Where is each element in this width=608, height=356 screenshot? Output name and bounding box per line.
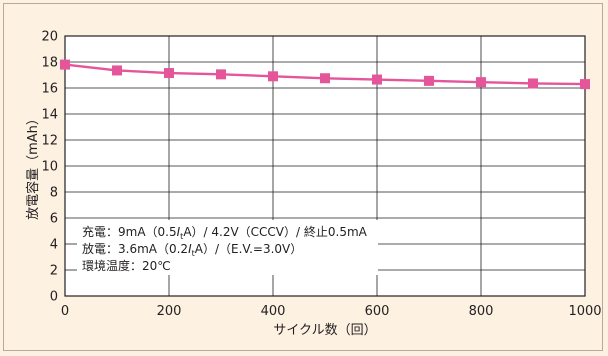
data-point <box>60 59 70 70</box>
y-tick-label: 16 <box>41 82 58 97</box>
y-tick-label: 0 <box>50 290 58 305</box>
data-point <box>476 77 486 88</box>
data-point <box>112 65 122 76</box>
y-tick-label: 20 <box>41 30 58 45</box>
y-tick-label: 14 <box>41 108 58 123</box>
data-point <box>216 69 226 80</box>
y-tick-label: 12 <box>41 134 58 149</box>
x-tick-label: 800 <box>469 304 494 319</box>
annotation-charge: 充電：9mA（0.5ItA）/ 4.2V（CCCV）/ 終止0.5mA <box>82 224 368 241</box>
annotation-temperature: 環境温度：20℃ <box>82 258 171 273</box>
y-tick-label: 4 <box>50 238 58 253</box>
y-tick-label: 10 <box>41 160 58 175</box>
x-tick-label: 0 <box>61 304 69 319</box>
annotation-box: 充電：9mA（0.5ItA）/ 4.2V（CCCV）/ 終止0.5mA 放電：3… <box>77 220 378 275</box>
data-point <box>424 75 434 86</box>
data-point <box>268 71 278 82</box>
annotation-background <box>77 220 378 275</box>
y-tick-label: 8 <box>50 186 58 201</box>
x-tick-label: 200 <box>157 304 182 319</box>
y-axis-title: 放電容量（mAh） <box>25 112 41 220</box>
x-tick-label: 400 <box>261 304 286 319</box>
data-point <box>580 79 590 90</box>
x-tick-labels: 0 200 400 600 800 1000 <box>61 304 602 319</box>
y-tick-label: 6 <box>50 212 58 227</box>
data-point <box>320 73 330 84</box>
series-layer <box>60 59 590 90</box>
y-tick-label: 2 <box>50 264 58 279</box>
y-tick-label: 18 <box>41 56 58 71</box>
data-point <box>528 78 538 89</box>
data-point <box>164 68 174 79</box>
y-tick-labels: 0 2 4 6 8 10 12 14 16 18 20 <box>41 30 58 305</box>
x-tick-label: 600 <box>365 304 390 319</box>
data-point <box>372 74 382 85</box>
annotation-discharge: 放電：3.6mA（0.2ItA）/（E.V.=3.0V） <box>82 241 302 258</box>
x-axis-title: サイクル数（回） <box>273 323 376 338</box>
plot-border <box>64 35 586 297</box>
x-tick-label: 1000 <box>568 304 601 319</box>
